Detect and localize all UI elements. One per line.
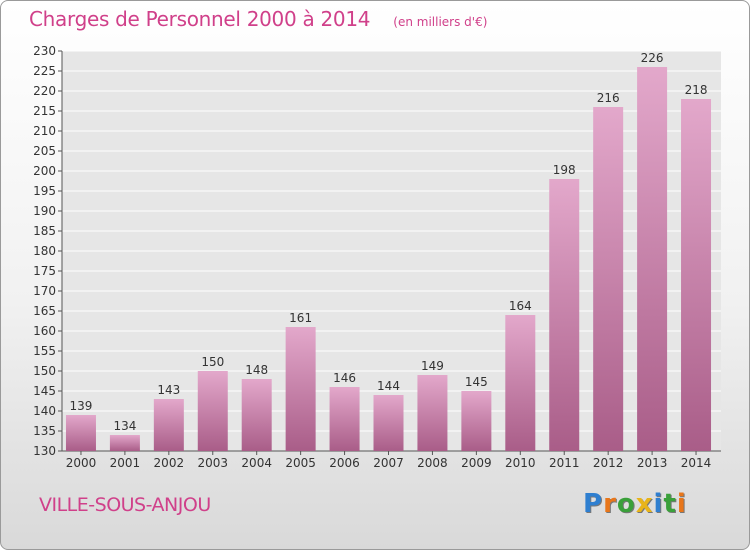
y-tick-label: 135	[33, 424, 56, 438]
y-tick-label: 150	[33, 364, 56, 378]
bar	[593, 107, 624, 451]
bar	[153, 399, 184, 451]
logo-letter: o	[616, 489, 636, 519]
data-label: 145	[465, 375, 488, 389]
y-tick-label: 160	[33, 324, 56, 338]
bar	[637, 67, 668, 451]
commune-name: VILLE-SOUS-ANJOU	[39, 494, 211, 516]
logo-letter: x	[635, 489, 654, 519]
x-tick-label: 2004	[241, 456, 272, 470]
data-label: 150	[201, 355, 224, 369]
x-tick-label: 2010	[505, 456, 536, 470]
data-label: 149	[421, 359, 444, 373]
data-label: 146	[333, 371, 356, 385]
bar	[197, 371, 228, 451]
data-label: 148	[245, 363, 268, 377]
data-label: 218	[685, 83, 708, 97]
y-tick-label: 145	[33, 384, 56, 398]
bar	[681, 99, 712, 451]
bar	[373, 395, 404, 451]
y-tick-label: 140	[33, 404, 56, 418]
y-tick-label: 200	[33, 164, 56, 178]
bar	[417, 375, 448, 451]
y-tick-label: 215	[33, 104, 56, 118]
x-tick-label: 2000	[66, 456, 97, 470]
data-label: 198	[553, 163, 576, 177]
chart-title: Charges de Personnel 2000 à 2014	[29, 7, 371, 31]
bar	[285, 327, 316, 451]
x-tick-label: 2002	[154, 456, 185, 470]
bar	[65, 415, 96, 451]
data-label: 134	[113, 419, 136, 433]
data-label: 139	[70, 399, 93, 413]
y-tick-label: 185	[33, 224, 56, 238]
data-label: 143	[157, 383, 180, 397]
chart-unit: (en milliers d'€)	[393, 15, 488, 29]
y-tick-label: 130	[33, 444, 56, 458]
data-label: 144	[377, 379, 400, 393]
y-tick-label: 230	[33, 44, 56, 58]
y-tick-label: 205	[33, 144, 56, 158]
x-tick-label: 2001	[110, 456, 141, 470]
x-tick-label: 2011	[549, 456, 580, 470]
logo-letter: i	[676, 489, 687, 519]
logo-letter: i	[653, 489, 664, 519]
logo-letter: P	[583, 489, 604, 519]
y-tick-label: 220	[33, 84, 56, 98]
bar	[549, 179, 580, 451]
x-tick-label: 2006	[329, 456, 360, 470]
x-tick-label: 2008	[417, 456, 448, 470]
x-tick-label: 2003	[197, 456, 228, 470]
bar	[109, 435, 140, 451]
data-label: 216	[597, 91, 620, 105]
y-tick-label: 195	[33, 184, 56, 198]
y-tick-label: 165	[33, 304, 56, 318]
data-label: 161	[289, 311, 312, 325]
data-label: 226	[641, 51, 664, 65]
x-tick-label: 2014	[681, 456, 712, 470]
proxiti-logo: Proxiti	[583, 489, 687, 519]
y-tick-label: 180	[33, 244, 56, 258]
bar	[461, 391, 492, 451]
x-tick-label: 2009	[461, 456, 492, 470]
bar	[241, 379, 272, 451]
data-label: 164	[509, 299, 532, 313]
y-tick-label: 155	[33, 344, 56, 358]
bar	[329, 387, 360, 451]
x-tick-label: 2013	[637, 456, 668, 470]
bar	[505, 315, 536, 451]
x-tick-label: 2005	[285, 456, 316, 470]
y-tick-label: 175	[33, 264, 56, 278]
x-tick-label: 2012	[593, 456, 624, 470]
x-tick-label: 2007	[373, 456, 404, 470]
y-tick-label: 210	[33, 124, 56, 138]
logo-letter: t	[663, 489, 677, 519]
logo-letter: r	[603, 489, 617, 519]
title-row: Charges de Personnel 2000 à 2014 (en mil…	[29, 7, 487, 31]
y-tick-label: 170	[33, 284, 56, 298]
y-tick-label: 190	[33, 204, 56, 218]
y-tick-label: 225	[33, 64, 56, 78]
